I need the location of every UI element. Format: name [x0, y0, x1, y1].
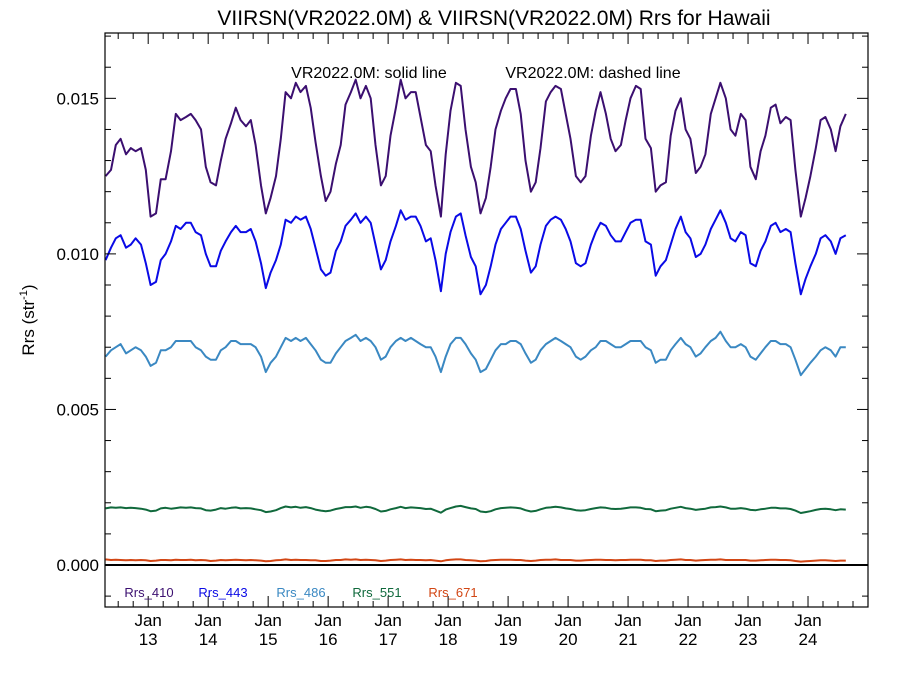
- legend-entry-rrs-671: Rrs_671: [428, 585, 477, 600]
- x-tick-label-month: Jan: [254, 611, 281, 630]
- x-tick-label-year: 24: [799, 630, 818, 649]
- legend-entry-rrs-551: Rrs_551: [352, 585, 401, 600]
- chart-title: VIIRSN(VR2022.0M) & VIIRSN(VR2022.0M) Rr…: [217, 7, 770, 30]
- series-line-rrs-486: [104, 330, 846, 377]
- x-tick-label-year: 17: [379, 630, 398, 649]
- x-tick-label-month: Jan: [674, 611, 701, 630]
- y-tick-label: 0.000: [56, 556, 99, 575]
- x-tick-label-month: Jan: [614, 611, 641, 630]
- x-tick-label-month: Jan: [494, 611, 521, 630]
- x-tick-label-month: Jan: [434, 611, 461, 630]
- y-axis-label-superscript: -1: [18, 290, 30, 300]
- x-tick-label-year: 21: [619, 630, 638, 649]
- ticks-group: 0.0000.0050.0100.015Jan13Jan14Jan15Jan16…: [56, 33, 868, 649]
- x-tick-label-year: 14: [199, 630, 218, 649]
- x-tick-label-month: Jan: [374, 611, 401, 630]
- y-axis-label-main: Rrs (str: [19, 300, 38, 356]
- x-tick-label-month: Jan: [194, 611, 221, 630]
- x-tick-label-month: Jan: [734, 611, 761, 630]
- legend-entry-rrs-486: Rrs_486: [276, 585, 325, 600]
- series-group: [104, 78, 847, 563]
- x-tick-label-year: 16: [319, 630, 338, 649]
- series-line-rrs-443: [104, 209, 847, 296]
- y-tick-label: 0.015: [56, 89, 99, 108]
- legend-entry-rrs-443: Rrs_443: [198, 585, 247, 600]
- series-line-rrs-410: [104, 78, 847, 218]
- legend-entry-rrs-410: Rrs_410: [124, 585, 173, 600]
- x-tick-label-year: 23: [739, 630, 758, 649]
- x-tick-label-month: Jan: [554, 611, 581, 630]
- x-tick-label-month: Jan: [794, 611, 821, 630]
- x-tick-label-year: 18: [439, 630, 458, 649]
- y-tick-label: 0.010: [56, 245, 99, 264]
- x-tick-label-month: Jan: [134, 611, 161, 630]
- series-line-rrs-551: [105, 504, 846, 514]
- x-tick-label-year: 20: [559, 630, 578, 649]
- annotation-solid-line: VR2022.0M: solid line: [291, 65, 447, 82]
- plot-frame: [104, 32, 869, 608]
- y-tick-label: 0.005: [56, 400, 99, 419]
- x-tick-label-year: 15: [259, 630, 278, 649]
- x-tick-label-year: 13: [139, 630, 158, 649]
- y-axis-label-close: ): [19, 284, 38, 290]
- x-tick-label-month: Jan: [314, 611, 341, 630]
- x-tick-label-year: 19: [499, 630, 518, 649]
- x-tick-label-year: 22: [679, 630, 698, 649]
- legend: Rrs_410 Rrs_443 Rrs_486 Rrs_551 Rrs_671: [124, 585, 477, 600]
- y-axis-label: Rrs (str-1): [18, 284, 38, 355]
- series-line-rrs-671: [105, 558, 846, 563]
- annotation-dashed-line: VR2022.0M: dashed line: [505, 65, 680, 82]
